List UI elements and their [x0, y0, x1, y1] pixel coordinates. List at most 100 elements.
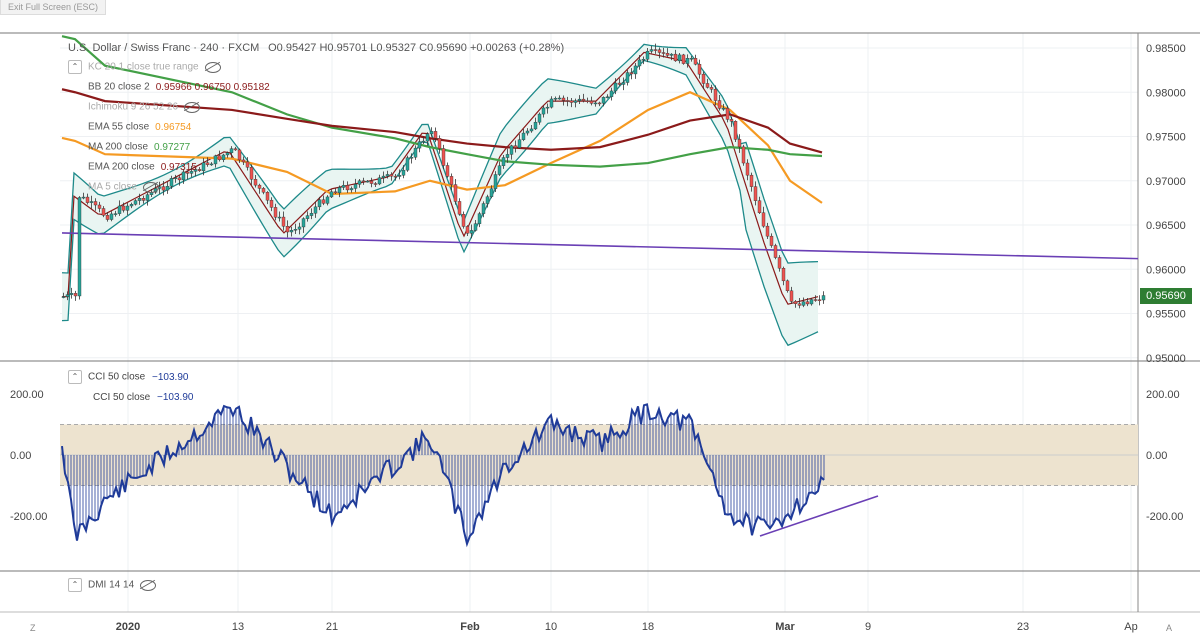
candle-body: [357, 180, 362, 185]
candle-body: [813, 299, 818, 301]
candle-body: [401, 169, 406, 176]
date-tick-label: 10: [545, 621, 557, 633]
indicator-label: KC 20 1 close true range: [88, 61, 199, 73]
candle-body: [249, 167, 254, 180]
zoom-toggle-button[interactable]: Z: [30, 623, 36, 633]
candle-body: [517, 139, 522, 148]
candle-body: [177, 177, 182, 181]
candle-body: [373, 183, 378, 185]
candle-body: [289, 230, 294, 233]
hidden-eye-icon[interactable]: [140, 579, 157, 591]
candle-body: [473, 223, 478, 231]
collapse-icon[interactable]: ⌃: [68, 370, 82, 384]
symbol-title: U.S. Dollar / Swiss Franc · 240 · FXCM: [68, 42, 260, 54]
indicator-legend-row[interactable]: Ichimoku 9 26 52 26: [68, 100, 201, 115]
auto-scale-button[interactable]: A: [1166, 623, 1173, 633]
indicator-legend-row[interactable]: BB 20 close 2 0.95966 0.96750 0.95182: [68, 80, 270, 95]
candle-body: [645, 50, 650, 60]
indicator-legend-row[interactable]: EMA 55 close 0.96754: [68, 120, 191, 135]
cci-tick-label-right: 200.00: [1146, 389, 1180, 401]
candle-body: [737, 139, 742, 148]
candle-body: [165, 186, 170, 191]
indicator-label: BB 20 close 2: [88, 81, 150, 93]
candle-body: [309, 213, 314, 216]
candle-body: [85, 196, 90, 203]
candle-body: [609, 90, 614, 98]
candle-body: [313, 206, 318, 214]
price-tick-label: 0.98000: [1146, 87, 1186, 99]
candle-body: [81, 196, 86, 199]
price-tick-label: 0.96500: [1146, 220, 1186, 232]
candle-body: [261, 188, 266, 193]
indicator-legend-row[interactable]: MA 5 close: [68, 180, 159, 195]
candle-body: [421, 140, 426, 143]
indicator-legend-row[interactable]: EMA 200 close 0.97315: [68, 160, 197, 175]
hidden-eye-icon[interactable]: [142, 181, 159, 193]
candle-body: [333, 191, 338, 194]
candle-body: [465, 226, 470, 234]
date-tick-label: 9: [865, 621, 871, 633]
cci-tick-label-left: 0.00: [10, 450, 31, 462]
collapse-icon[interactable]: ⌃: [68, 578, 82, 592]
candle-body: [809, 299, 814, 305]
candle-body: [549, 98, 554, 108]
indicator-value: 0.96754: [155, 121, 192, 133]
candle-body: [317, 199, 322, 208]
candle-body: [525, 130, 530, 134]
candle-body: [625, 72, 630, 83]
candle-body: [477, 213, 482, 224]
candle-body: [681, 54, 686, 64]
candle-body: [265, 192, 270, 201]
price-tick-label: 0.96000: [1146, 264, 1186, 276]
candle-body: [117, 205, 122, 214]
candle-body: [669, 53, 674, 56]
indicator-legend-row[interactable]: MA 200 close 0.97277: [68, 140, 190, 155]
cci-legend-value: −103.90: [157, 392, 194, 403]
indicator-label: Ichimoku 9 26 52 26: [88, 101, 179, 113]
candle-body: [413, 147, 418, 158]
exit-fullscreen-button[interactable]: Exit Full Screen (ESC): [0, 0, 106, 15]
candle-body: [493, 174, 498, 189]
candle-body: [169, 178, 174, 187]
ohlc-readout: O0.95427 H0.95701 L0.95327 C0.95690 +0.0…: [268, 42, 565, 54]
candle-body: [285, 225, 290, 233]
candle-body: [529, 128, 534, 132]
candle-body: [597, 102, 602, 105]
candle-body: [205, 162, 210, 165]
candle-body: [145, 194, 150, 201]
candle-body: [613, 82, 618, 92]
collapse-icon[interactable]: ⌃: [68, 60, 82, 74]
hidden-eye-icon[interactable]: [204, 61, 221, 73]
candle-body: [325, 196, 330, 204]
date-tick-label: 21: [326, 621, 338, 633]
candle-body: [237, 149, 242, 161]
price-tick-label: 0.95500: [1146, 309, 1186, 321]
candle-body: [545, 106, 550, 109]
candle-body: [245, 161, 250, 168]
indicator-legend-row[interactable]: ⌃ KC 20 1 close true range: [68, 60, 221, 75]
dmi-legend[interactable]: ⌃ DMI 14 14: [68, 578, 157, 593]
indicator-value: 0.95966 0.96750 0.95182: [155, 81, 270, 93]
candle-body: [741, 146, 746, 164]
candle-body: [573, 100, 578, 103]
indicator-value: 0.97315: [160, 161, 197, 173]
candle-body: [721, 108, 726, 110]
cci-legend-label: CCI 50 close: [93, 392, 151, 403]
candle-body: [133, 200, 138, 205]
candle-body: [161, 186, 166, 191]
candle-body: [353, 184, 358, 189]
candle-body: [509, 145, 514, 155]
candle-body: [605, 96, 610, 99]
cci-line: [61, 403, 825, 548]
cci-tick-label-left: -200.00: [10, 511, 47, 523]
candle-body: [89, 201, 94, 203]
cci-legend-1[interactable]: ⌃ CCI 50 close −103.90: [68, 370, 188, 385]
hidden-eye-icon[interactable]: [184, 101, 201, 113]
candle-body: [213, 155, 218, 165]
candle-body: [485, 196, 490, 204]
candle-body: [789, 290, 794, 302]
candle-body: [521, 132, 526, 140]
candle-body: [409, 157, 414, 159]
candle-body: [341, 185, 346, 188]
